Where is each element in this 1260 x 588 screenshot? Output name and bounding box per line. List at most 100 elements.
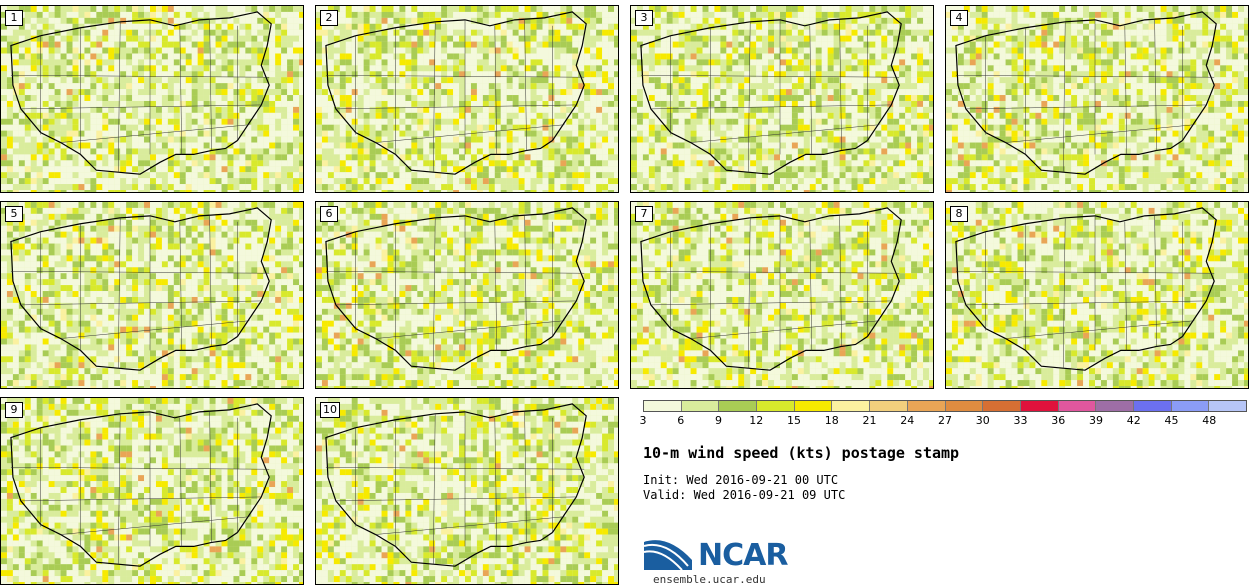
wind-field-cell xyxy=(215,154,222,161)
wind-field-cell xyxy=(845,47,852,54)
wind-field-cell xyxy=(762,41,769,48)
wind-field-cell xyxy=(726,112,733,119)
wind-field-cell xyxy=(299,71,303,78)
wind-field-cell xyxy=(857,65,864,72)
wind-field-cell xyxy=(797,83,804,90)
wind-field-cell xyxy=(602,53,609,60)
wind-field-cell xyxy=(24,124,31,131)
wind-field-cell xyxy=(339,184,346,191)
wind-field-cell xyxy=(144,154,151,161)
wind-field-cell xyxy=(809,35,816,42)
wind-field-cell xyxy=(791,41,798,48)
wind-field-cell xyxy=(905,17,912,24)
wind-field-cell xyxy=(780,172,786,179)
wind-field-cell xyxy=(1,59,7,66)
wind-field-cell xyxy=(48,6,55,12)
wind-field-cell xyxy=(381,77,388,84)
wind-field-cell xyxy=(321,142,328,149)
wind-field-cell xyxy=(327,142,334,149)
wind-field-cell xyxy=(36,47,43,54)
wind-field-cell xyxy=(750,136,757,143)
wind-field-cell xyxy=(482,89,489,96)
wind-field-cell xyxy=(429,77,436,84)
wind-field-cell xyxy=(269,184,276,191)
wind-field-cell xyxy=(233,35,240,42)
wind-field-cell xyxy=(500,65,507,72)
wind-field-cell xyxy=(18,89,25,96)
wind-field-cell xyxy=(387,142,394,149)
wind-field-cell xyxy=(6,178,13,185)
wind-field-cell xyxy=(399,136,406,143)
wind-field-cell xyxy=(708,166,715,173)
wind-field-cell xyxy=(102,130,109,137)
wind-field-cell xyxy=(144,130,151,137)
wind-field-cell xyxy=(815,100,822,107)
wind-field-cell xyxy=(405,154,412,161)
wind-field-cell xyxy=(506,118,513,125)
wind-field-cell xyxy=(750,83,757,90)
wind-field-cell xyxy=(209,130,216,137)
wind-field-cell xyxy=(78,166,85,173)
wind-field-cell xyxy=(768,160,775,167)
wind-field-cell xyxy=(554,65,561,72)
wind-field-cell xyxy=(963,6,970,12)
wind-field-cell xyxy=(435,53,442,60)
wind-field-cell xyxy=(465,124,471,131)
wind-field-cell xyxy=(631,59,637,66)
wind-field-cell xyxy=(917,124,924,131)
wind-field-cell xyxy=(512,77,519,84)
wind-field-cell xyxy=(803,184,810,191)
wind-field-cell xyxy=(18,29,25,36)
wind-field-cell xyxy=(351,11,358,18)
wind-field-cell xyxy=(768,148,775,155)
wind-field-cell xyxy=(138,148,145,155)
wind-field-cell xyxy=(929,112,933,119)
wind-field-cell xyxy=(791,124,798,131)
wind-field-cell xyxy=(851,29,858,36)
wind-field-cell xyxy=(209,41,216,48)
wind-field-cell xyxy=(654,59,661,66)
wind-field-cell xyxy=(642,172,649,179)
wind-field-cell xyxy=(411,100,418,107)
wind-field-cell xyxy=(726,130,733,137)
wind-field-cell xyxy=(263,124,270,131)
wind-field-cell xyxy=(506,160,513,167)
wind-field-cell xyxy=(518,65,525,72)
wind-field-cell xyxy=(785,71,792,78)
wind-field-cell xyxy=(797,142,804,149)
wind-field-cell xyxy=(78,29,85,36)
wind-field-cell xyxy=(482,142,489,149)
wind-field-cell xyxy=(321,83,328,90)
wind-field-cell xyxy=(750,118,757,125)
wind-field-cell xyxy=(684,59,691,66)
wind-field-cell xyxy=(815,29,822,36)
wind-field-cell xyxy=(596,89,603,96)
wind-field-cell xyxy=(96,23,103,30)
wind-field-cell xyxy=(42,160,49,167)
wind-field-cell xyxy=(1,124,7,131)
wind-field-cell xyxy=(417,118,424,125)
wind-field-cell xyxy=(173,100,180,107)
wind-field-cell xyxy=(614,142,618,149)
wind-field-cell xyxy=(78,136,85,143)
wind-field-cell xyxy=(584,118,591,125)
wind-field-cell xyxy=(459,184,466,191)
wind-field-cell xyxy=(132,6,139,12)
wind-field-cell xyxy=(197,118,204,125)
wind-field-cell xyxy=(173,53,180,60)
wind-field-cell xyxy=(429,17,436,24)
wind-field-cell xyxy=(209,172,216,179)
wind-field-cell xyxy=(524,59,531,66)
wind-field-cell xyxy=(851,41,858,48)
wind-field-cell xyxy=(357,89,364,96)
wind-field-cell xyxy=(887,142,894,149)
wind-field-cell xyxy=(654,124,661,131)
wind-field-cell xyxy=(66,35,73,42)
wind-field-cell xyxy=(227,118,234,125)
wind-field-cell xyxy=(405,71,412,78)
wind-field-cell xyxy=(839,172,846,179)
wind-field-cell xyxy=(126,184,133,191)
wind-field-cell xyxy=(506,29,513,36)
wind-field-cell xyxy=(423,190,430,192)
wind-field-cell xyxy=(500,100,507,107)
